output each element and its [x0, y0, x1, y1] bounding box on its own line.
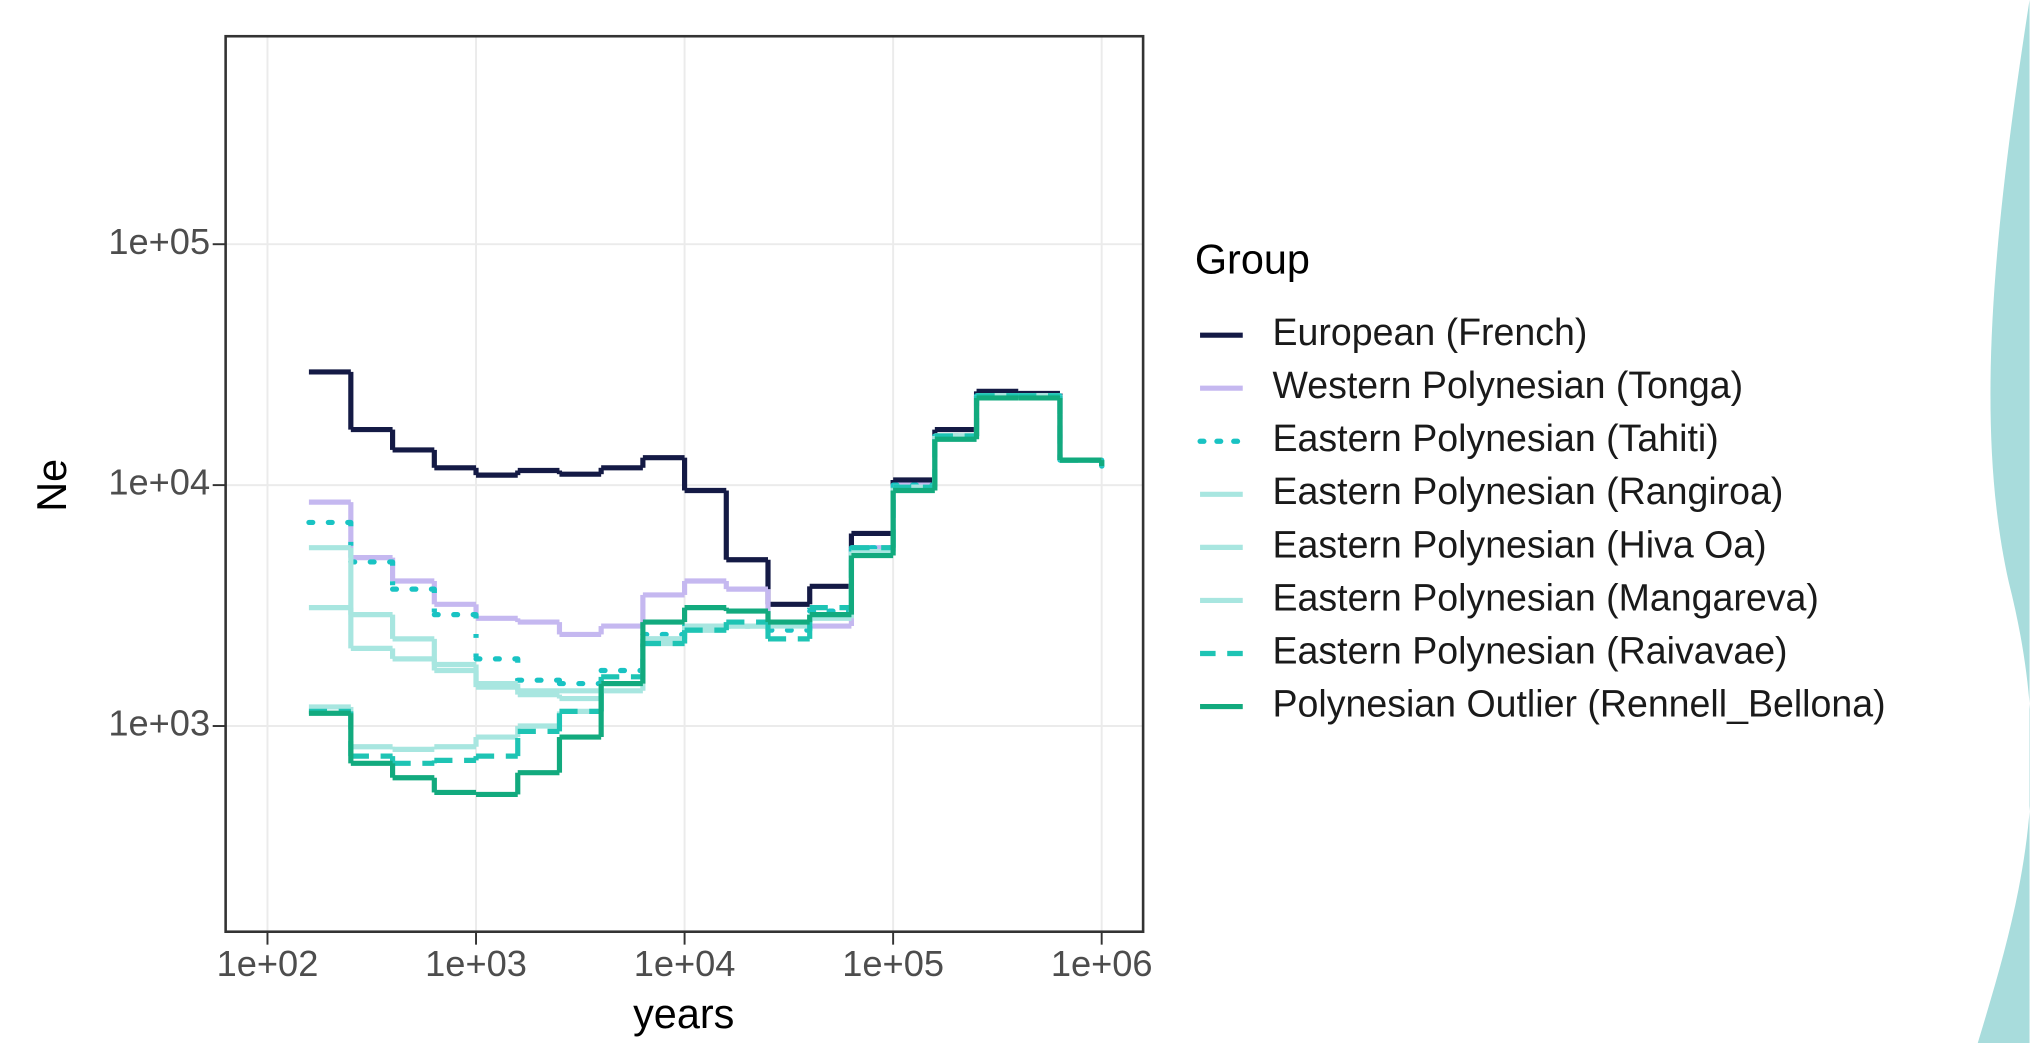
x-tick-label: 1e+06 [1051, 943, 1153, 984]
decor-shape [1978, 0, 2030, 1043]
y-axis-title: Ne [29, 459, 75, 512]
legend-label: European (French) [1273, 311, 1588, 353]
legend-label: Western Polynesian (Tonga) [1273, 364, 1744, 406]
legend-label: Eastern Polynesian (Mangareva) [1273, 576, 1819, 618]
chart: years Ne Group 1e+02 1e+03 1e+04 1e+05 1e+06… [0, 0, 2030, 1043]
legend-label: Eastern Polynesian (Raivavae) [1273, 629, 1788, 671]
legend-label: Eastern Polynesian (Hiva Oa) [1273, 523, 1767, 565]
legend-label: Polynesian Outlier (Rennell_Bellona) [1273, 682, 1886, 724]
legend-title: Group [1195, 237, 1310, 283]
x-tick-label: 1e+04 [634, 943, 736, 984]
x-tick-label: 1e+03 [425, 943, 527, 984]
y-tick-label: 1e+05 [108, 221, 210, 262]
legend-label: Eastern Polynesian (Tahiti) [1273, 417, 1719, 459]
y-tick-label: 1e+04 [108, 462, 210, 503]
x-axis-title: years [633, 991, 734, 1037]
legend-label: Eastern Polynesian (Rangiroa) [1273, 470, 1784, 512]
y-tick-label: 1e+03 [108, 703, 210, 744]
x-tick-label: 1e+05 [842, 943, 944, 984]
x-tick-label: 1e+02 [217, 943, 319, 984]
